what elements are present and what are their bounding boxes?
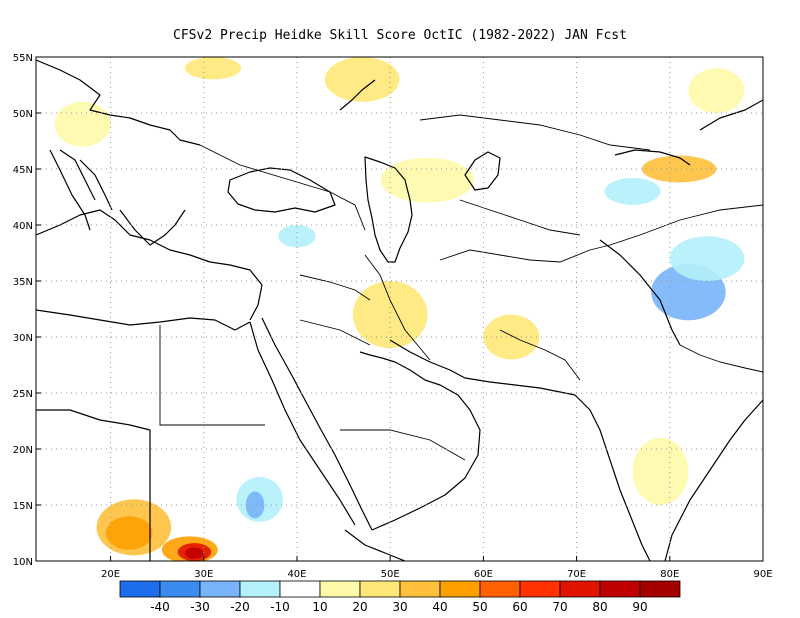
colorbar-swatch <box>439 580 481 598</box>
black-sea-outline <box>227 167 336 213</box>
lat-lon-gridlines <box>36 57 763 561</box>
turkey-border <box>199 144 366 231</box>
greece-aegean <box>119 209 186 246</box>
x-tick-label: 90E <box>753 569 772 580</box>
colorbar-label: 60 <box>512 600 527 614</box>
skill-patch <box>632 437 689 505</box>
colorbar-label: 10 <box>312 600 327 614</box>
y-tick-label: 55N <box>13 53 33 64</box>
volga-river <box>339 79 376 111</box>
colorbar-label: 20 <box>352 600 367 614</box>
y-tick-label: 40N <box>13 221 33 232</box>
persian-gulf <box>359 339 466 381</box>
y-tick-label: 50N <box>13 109 33 120</box>
red-sea-west-coast <box>249 321 356 526</box>
northern-europe-coast <box>36 59 201 146</box>
aral-sea-outline <box>464 151 501 191</box>
coastlines <box>36 59 763 561</box>
skill-patch <box>245 491 265 519</box>
colorbar-swatch <box>399 580 441 598</box>
skill-patch <box>380 157 475 203</box>
colorbar-swatch <box>359 580 401 598</box>
lake-balkhash <box>614 149 691 166</box>
arabia-south-coast <box>371 379 481 531</box>
x-tick-label: 50E <box>381 569 400 580</box>
colorbar-swatch <box>199 580 241 598</box>
skill-patch <box>185 547 204 559</box>
egypt-libya-border <box>159 325 265 426</box>
map-title: CFSv2 Precip Heidke Skill Score OctIC (1… <box>173 28 627 43</box>
himalaya-border <box>599 239 681 346</box>
iraq-border <box>299 274 371 301</box>
pakistan-border <box>499 329 581 381</box>
country-borders <box>159 114 763 461</box>
colorbar-swatch <box>159 580 201 598</box>
x-tick-label: 70E <box>567 569 586 580</box>
colorbar-label: 30 <box>392 600 407 614</box>
skill-patch <box>54 101 111 147</box>
pakistan-iran-coast <box>464 377 576 396</box>
colorbar-label: -20 <box>230 600 250 614</box>
colorbar-label: 90 <box>632 600 647 614</box>
china-border <box>609 204 763 246</box>
north-africa-coast <box>36 309 251 331</box>
red-sea-east-coast <box>261 317 373 531</box>
colorbar-swatch <box>239 580 281 598</box>
skill-patch <box>105 516 153 550</box>
mediterranean-coast <box>36 209 263 321</box>
skill-patch <box>688 68 745 113</box>
iran-border <box>364 254 431 361</box>
skill-patch <box>278 225 316 248</box>
colorbar: -40 -30 -20 -10 10 20 30 40 50 60 70 80 90 <box>119 580 681 614</box>
colorbar-swatch <box>599 580 641 598</box>
y-tick-label: 10N <box>13 557 33 568</box>
y-tick-label: 25N <box>13 389 33 400</box>
colorbar-swatch <box>559 580 601 598</box>
colorbar-swatch <box>519 580 561 598</box>
colorbar-swatch <box>319 580 361 598</box>
italy <box>49 149 91 231</box>
colorbar-label: 50 <box>472 600 487 614</box>
skill-patch <box>352 281 428 349</box>
colorbar-swatch <box>119 580 161 598</box>
kazakhstan-border <box>419 114 651 151</box>
colorbar-label: -40 <box>150 600 170 614</box>
skill-patch <box>641 155 717 183</box>
x-tick-label: 20E <box>101 569 120 580</box>
skill-patch <box>604 177 661 205</box>
colorbar-label: -10 <box>270 600 290 614</box>
colorbar-label: -30 <box>190 600 210 614</box>
x-tick-label: 40E <box>287 569 306 580</box>
uzbek-border <box>459 199 581 236</box>
colorbar-swatch <box>639 580 681 598</box>
baikal-region <box>699 99 763 131</box>
colorbar-swatch <box>479 580 521 598</box>
y-tick-label: 35N <box>13 277 33 288</box>
skill-patch <box>669 236 745 281</box>
india-east-coast <box>664 399 763 561</box>
india-west-coast <box>574 394 651 561</box>
x-tick-label: 60E <box>474 569 493 580</box>
x-tick-label: 30E <box>194 569 213 580</box>
balkans-adriatic <box>59 149 113 211</box>
y-tick-label: 20N <box>13 445 33 456</box>
colorbar-swatch <box>279 580 321 598</box>
x-tick-label: 80E <box>660 569 679 580</box>
nepal-border <box>679 344 763 373</box>
skill-patch <box>324 57 400 102</box>
gulf-aden-coast <box>344 529 406 561</box>
caspian-sea-outline <box>364 156 413 263</box>
afghanistan-border <box>439 244 611 263</box>
colorbar-label: 40 <box>432 600 447 614</box>
colorbar-label: 80 <box>592 600 607 614</box>
y-tick-label: 30N <box>13 333 33 344</box>
colorbar-label: 70 <box>552 600 567 614</box>
y-tick-label: 45N <box>13 165 33 176</box>
skill-patch <box>185 57 242 80</box>
plot-frame <box>35 56 764 562</box>
saudi-border <box>299 319 466 461</box>
y-tick-label: 15N <box>13 501 33 512</box>
sudan-border <box>36 409 151 561</box>
